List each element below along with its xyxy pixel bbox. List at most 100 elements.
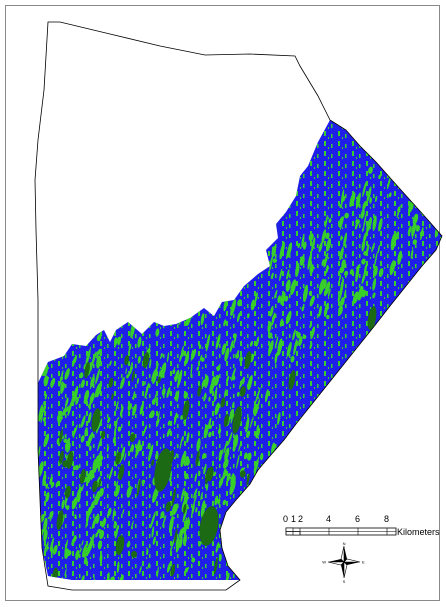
- scale-units-label: Kilometers: [397, 527, 440, 537]
- vegetation-patch: [77, 492, 81, 503]
- vegetation-patch: [142, 352, 150, 368]
- vegetation-patch: [412, 187, 417, 195]
- vegetation-patch: [229, 340, 234, 353]
- vegetation-patch: [155, 397, 159, 402]
- vegetation-patch: [185, 518, 191, 530]
- vegetation-patch: [218, 449, 223, 462]
- vegetation-patch: [43, 529, 48, 542]
- vegetation-patch: [422, 134, 425, 140]
- vegetation-patch: [250, 299, 256, 311]
- vegetation-patch: [434, 192, 439, 206]
- vegetation-patch: [325, 264, 329, 274]
- vegetation-patch: [84, 389, 90, 402]
- vegetation-patch: [169, 450, 174, 465]
- vegetation-patch: [270, 463, 275, 476]
- vegetation-patch: [296, 332, 301, 339]
- vegetation-patch: [157, 376, 161, 384]
- vegetation-patch: [85, 348, 91, 365]
- vegetation-patch: [236, 454, 240, 469]
- vegetation-patch: [66, 405, 69, 412]
- vegetation-patch: [367, 306, 377, 330]
- vegetation-patch: [99, 553, 103, 563]
- vegetation-patch: [112, 436, 116, 444]
- vegetation-patch: [125, 368, 127, 375]
- vegetation-patch: [190, 363, 193, 378]
- vegetation-patch: [135, 441, 141, 454]
- vegetation-patch: [363, 212, 367, 230]
- vegetation-patch: [366, 186, 372, 203]
- vegetation-patch: [152, 536, 156, 545]
- vegetation-patch: [99, 529, 105, 540]
- vegetation-patch: [100, 430, 106, 440]
- vegetation-patch: [200, 491, 203, 501]
- vegetation-patch: [50, 475, 53, 483]
- vegetation-patch: [129, 433, 136, 443]
- vegetation-patch: [107, 417, 111, 424]
- vegetation-patch: [62, 407, 67, 416]
- vegetation-patch: [170, 563, 176, 577]
- vegetation-patch: [65, 397, 69, 407]
- vegetation-patch: [412, 213, 419, 225]
- vegetation-patch: [186, 432, 190, 444]
- vegetation-patch: [245, 417, 250, 433]
- vegetation-patch: [435, 134, 440, 151]
- vegetation-patch: [215, 541, 220, 553]
- vegetation-patch: [223, 413, 230, 427]
- vegetation-patch: [95, 513, 100, 524]
- vegetation-patch: [419, 195, 424, 208]
- vegetation-patch: [185, 455, 189, 466]
- vegetation-patch: [61, 329, 67, 342]
- vegetation-patch: [111, 393, 114, 401]
- vegetation-patch: [254, 505, 260, 518]
- vegetation-patch: [223, 440, 228, 454]
- vegetation-patch: [67, 401, 73, 417]
- vegetation-patch: [360, 208, 365, 219]
- vegetation-patch: [160, 511, 165, 519]
- vegetation-patch: [198, 540, 202, 547]
- vegetation-patch: [246, 473, 250, 486]
- vegetation-patch: [218, 553, 222, 562]
- vegetation-patch: [43, 544, 47, 555]
- vegetation-patch: [396, 204, 401, 218]
- vegetation-patch: [352, 291, 359, 304]
- vegetation-patch: [90, 467, 95, 481]
- vegetation-patch: [226, 514, 229, 519]
- vegetation-patch: [153, 370, 156, 379]
- vegetation-patch: [241, 538, 248, 549]
- vegetation-patch: [108, 377, 114, 388]
- vegetation-patch: [223, 319, 227, 327]
- vegetation-patch: [157, 471, 161, 485]
- vegetation-patch: [297, 243, 300, 249]
- vegetation-patch: [166, 351, 170, 363]
- vegetation-patch: [83, 398, 88, 405]
- vegetation-patch: [372, 277, 377, 291]
- vegetation-patch: [308, 290, 312, 296]
- vegetation-patch: [267, 321, 272, 333]
- vegetation-patch: [49, 511, 51, 520]
- vegetation-patch: [96, 351, 101, 355]
- vegetation-patch: [179, 535, 183, 549]
- vegetation-patch: [162, 514, 167, 528]
- vegetation-patch: [434, 129, 437, 140]
- vegetation-patch: [327, 288, 331, 298]
- vegetation-patch: [62, 460, 69, 468]
- vegetation-patch: [254, 387, 261, 404]
- vegetation-patch: [411, 179, 415, 185]
- vegetation-patch: [418, 164, 423, 175]
- vegetation-patch: [349, 192, 356, 208]
- scale-tick-8: 8: [384, 514, 390, 524]
- vegetation-patch: [363, 250, 368, 256]
- vegetation-patch: [196, 438, 201, 452]
- vegetation-patch: [161, 388, 166, 396]
- vegetation-patch: [290, 279, 297, 295]
- vegetation-patch: [325, 232, 330, 240]
- vegetation-patch: [88, 445, 92, 452]
- vegetation-patch: [248, 520, 252, 528]
- vegetation-patch: [269, 512, 273, 519]
- vegetation-patch: [38, 404, 43, 422]
- vegetation-patch: [247, 452, 252, 461]
- vegetation-patch: [292, 329, 296, 341]
- vegetation-patch: [94, 383, 101, 398]
- north-label: N: [343, 541, 346, 546]
- vegetation-patch: [274, 289, 278, 299]
